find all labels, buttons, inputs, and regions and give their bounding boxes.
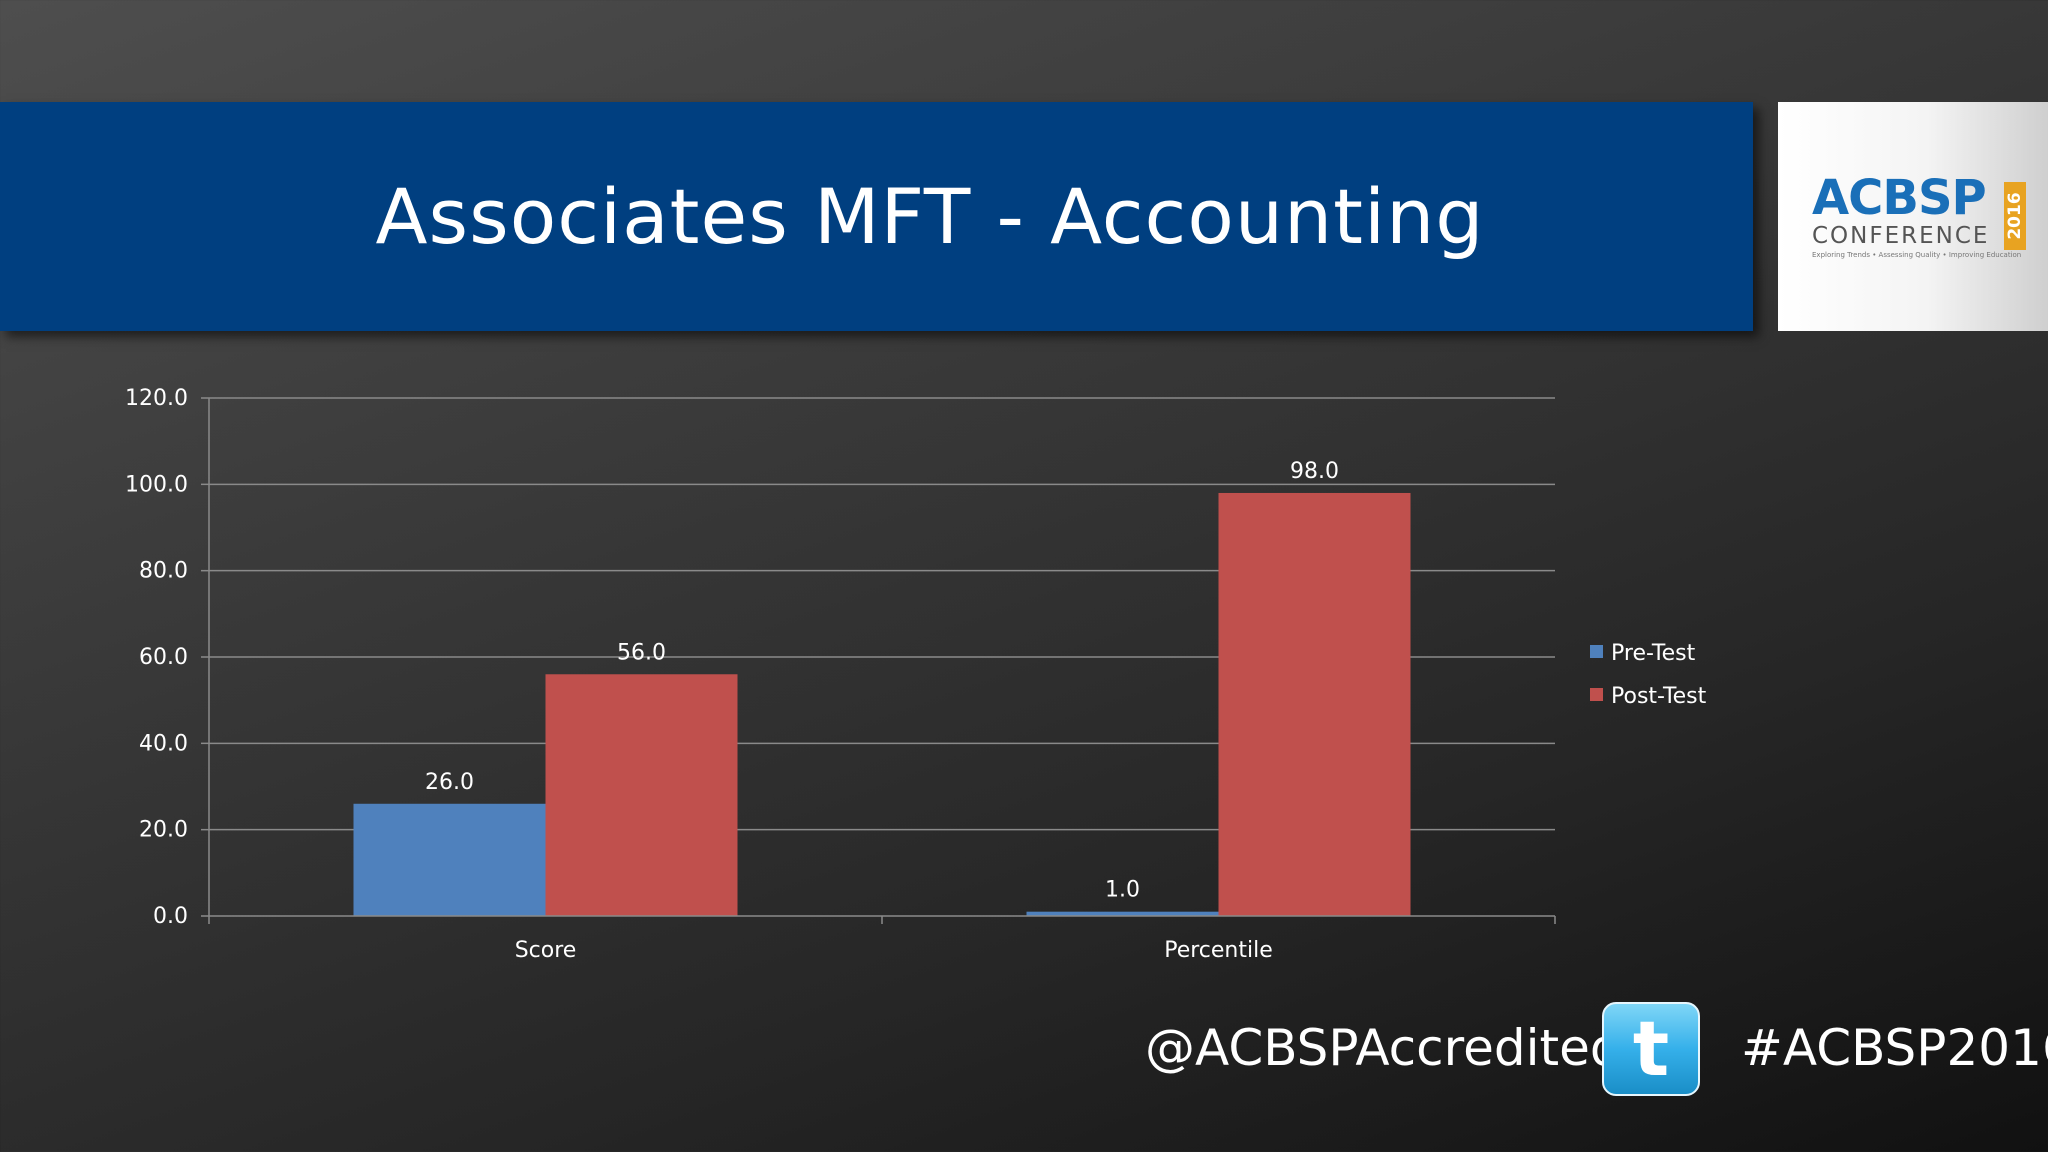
y-tick-label: 80.0 [139,559,188,584]
y-tick-label: 60.0 [139,645,188,670]
y-tick-label: 40.0 [139,731,188,756]
legend-label: Pre-Test [1611,641,1696,666]
twitter-bird-icon: t [1602,1002,1700,1096]
twitter-handle: @ACBSPAccredited [1145,1019,1622,1077]
logo-conference-text: CONFERENCE [1812,223,1990,249]
axes [208,398,1556,924]
conference-logo: ACBSP CONFERENCE 2016 Exploring Trends •… [1778,102,2048,331]
legend-label: Post-Test [1611,684,1707,709]
logo-brand-text: ACBSP [1812,170,1987,226]
y-tick-label: 20.0 [139,818,188,843]
legend-swatch [1590,645,1603,658]
slide-title: Associates MFT - Accounting [375,172,1485,261]
bar-pre-test [1026,911,1219,916]
legend: Pre-Test Post-Test [1590,641,1707,709]
data-label: 98.0 [1290,459,1339,484]
y-axis-ticks: 0.0 20.0 40.0 60.0 80.0 100.0 120.0 [125,386,209,929]
logo-year-badge: 2016 [2004,182,2026,250]
data-labels: 26.0 56.0 1.0 98.0 [425,459,1339,903]
twitter-t-glyph: t [1632,1004,1670,1093]
bar-pre-test [353,803,546,916]
bars [353,492,1411,916]
category-label: Percentile [1164,938,1273,963]
data-label: 26.0 [425,770,474,795]
data-label: 1.0 [1105,878,1140,903]
logo-tagline: Exploring Trends • Assessing Quality • I… [1812,251,2022,259]
hashtag: #ACBSP2016 [1741,1019,2048,1077]
bar-post-test [1218,492,1411,916]
y-tick-label: 0.0 [153,904,188,929]
y-tick-label: 100.0 [125,472,188,497]
y-tick-label: 120.0 [125,386,188,411]
legend-swatch [1590,688,1603,701]
data-label: 56.0 [617,640,666,665]
category-label: Score [515,938,577,963]
x-axis-categories: Score Percentile [515,938,1273,963]
title-banner [0,102,1753,331]
bar-post-test [545,674,738,916]
